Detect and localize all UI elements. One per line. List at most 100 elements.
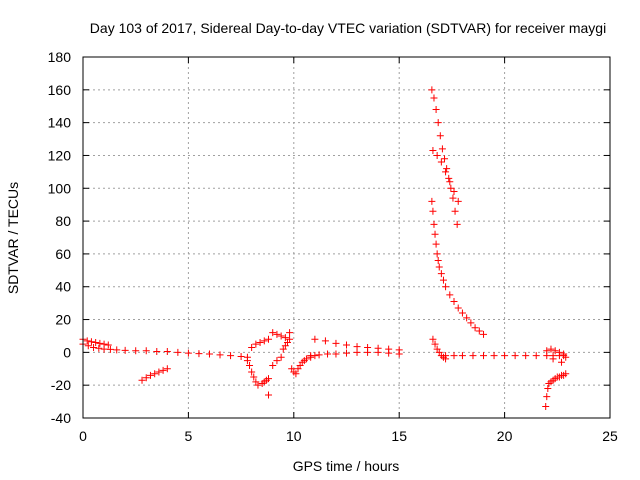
data-point [439,276,447,284]
series-arc-high-120 [429,147,462,205]
data-point [450,297,458,305]
data-point [558,358,566,366]
data-point [343,341,350,349]
series-arc-high-90 [428,197,488,338]
data-point [250,373,258,381]
data-point [433,250,441,258]
data-point [332,339,340,347]
data-point [446,178,454,186]
data-point [184,349,192,357]
data-point [205,350,213,358]
data-point [501,352,509,360]
y-axis-title: SDTVAR / TECUs [5,182,21,294]
data-point [395,346,403,354]
data-point [543,347,551,355]
data-point [445,174,453,182]
data-point [265,391,273,399]
data-point [163,348,171,356]
data-point [292,370,300,378]
data-point [265,335,273,343]
series-cluster-8-10h [243,329,294,399]
data-point [364,343,372,351]
data-point [447,184,455,192]
data-point [121,346,129,354]
data-point [277,332,285,340]
data-point [286,329,294,337]
data-point [428,197,436,205]
data-point [431,230,439,238]
y-tick-label: -20 [51,377,71,393]
data-point [273,330,281,338]
data-point [155,368,163,376]
data-point [302,355,310,363]
data-point [454,197,462,205]
data-point [435,263,443,271]
data-point [429,207,437,215]
data-point [428,86,436,94]
data-point [432,106,440,114]
y-tick-labels: -40 -20 0 20 40 60 80 100 120 140 160 180 [48,49,72,426]
data-point [532,352,540,360]
data-point [543,393,551,401]
data-point [451,207,459,215]
data-point [256,339,264,347]
data-point [237,352,245,360]
data-point [84,342,92,350]
data-point [87,338,95,346]
data-point [146,371,154,379]
data-point [442,352,450,360]
x-tick-label: 15 [391,428,407,444]
data-point [269,329,277,337]
chart-title: Day 103 of 2017, Sidereal Day-to-day VTE… [90,20,606,36]
data-point [343,349,350,357]
series-arc-high-160 [428,86,461,228]
data-point [549,355,557,363]
data-point [385,345,393,353]
data-point [100,340,108,348]
data-point [260,337,268,345]
y-tick-label: 100 [48,180,72,196]
data-point [227,352,235,360]
y-tick-label: 160 [48,82,72,98]
data-point [463,314,471,322]
x-tick-label: 10 [286,428,302,444]
data-point [321,337,329,345]
data-point [195,350,203,358]
y-tick-label: 140 [48,115,72,131]
data-point [442,283,450,291]
data-point [441,155,449,163]
data-point [273,357,281,365]
x-tick-label: 20 [497,428,513,444]
series-cluster-22-23h [543,345,570,366]
y-tick-label: 60 [55,246,71,262]
data-point [83,337,91,345]
series-baseline-early [79,340,251,361]
x-tick-label: 25 [602,428,618,444]
data-point [458,352,466,360]
data-point [95,344,103,352]
data-point [434,256,442,264]
data-point [138,376,146,384]
data-point [551,347,559,355]
data-point [430,94,438,102]
series-baseline-early-upper [79,335,112,349]
data-point [442,168,450,176]
data-point [555,348,563,356]
data-point [458,309,466,317]
data-point [434,119,442,127]
data-point [315,351,323,359]
data-point [511,352,519,360]
data-point [432,240,440,248]
data-point [113,346,121,354]
series-arc-3h [138,365,171,384]
data-point [542,403,550,411]
y-tick-label: -40 [51,410,71,426]
data-point [163,365,171,373]
y-tick-label: 120 [48,147,72,163]
data-point [252,340,260,348]
series-arc-11-15h [311,335,403,354]
grid [83,57,610,418]
data-point [216,351,224,359]
data-point [449,194,457,202]
y-tick-label: 20 [55,312,71,328]
